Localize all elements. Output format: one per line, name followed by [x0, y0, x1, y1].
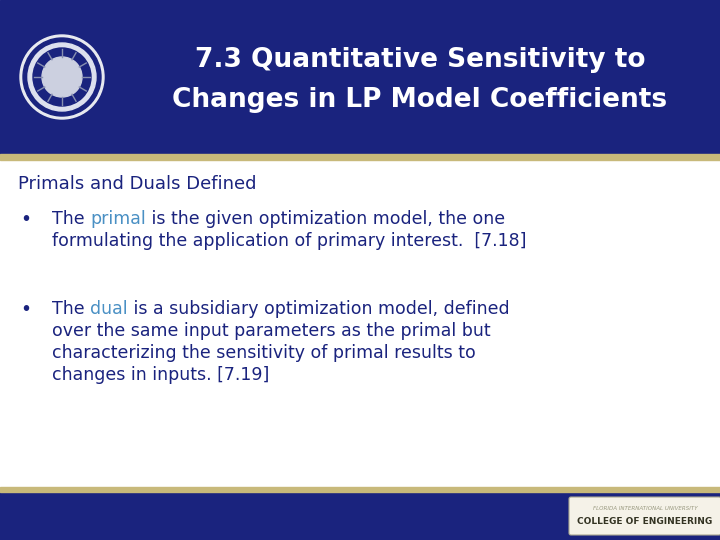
Text: COLLEGE OF ENGINEERING: COLLEGE OF ENGINEERING: [577, 516, 713, 525]
Text: is the given optimization model, the one: is the given optimization model, the one: [146, 210, 505, 228]
Text: over the same input parameters as the primal but: over the same input parameters as the pr…: [52, 322, 490, 340]
Bar: [0, 154, 720, 160]
Text: dual: dual: [90, 300, 127, 318]
Text: Primals and Duals Defined: Primals and Duals Defined: [18, 175, 256, 193]
Text: •: •: [20, 210, 31, 229]
Circle shape: [42, 57, 82, 97]
Text: Changes in LP Model Coefficients: Changes in LP Model Coefficients: [172, 87, 667, 113]
Text: The: The: [52, 300, 90, 318]
Circle shape: [28, 43, 96, 111]
Text: formulating the application of primary interest.  [7.18]: formulating the application of primary i…: [52, 232, 526, 250]
FancyBboxPatch shape: [569, 497, 720, 535]
Bar: [0, 487, 720, 492]
Text: primal: primal: [90, 210, 146, 228]
Bar: [0, 0, 720, 154]
Text: characterizing the sensitivity of primal results to: characterizing the sensitivity of primal…: [52, 344, 476, 362]
Text: FLORIDA INTERNATIONAL UNIVERSITY: FLORIDA INTERNATIONAL UNIVERSITY: [593, 507, 697, 511]
Circle shape: [33, 48, 91, 106]
Text: •: •: [20, 300, 31, 319]
Circle shape: [20, 35, 104, 119]
Text: 7.3 Quantitative Sensitivity to: 7.3 Quantitative Sensitivity to: [194, 47, 645, 73]
Text: The: The: [52, 210, 90, 228]
Circle shape: [23, 38, 101, 116]
Text: changes in inputs. [7.19]: changes in inputs. [7.19]: [52, 366, 269, 384]
Bar: [0, 492, 720, 540]
Text: is a subsidiary optimization model, defined: is a subsidiary optimization model, defi…: [127, 300, 509, 318]
